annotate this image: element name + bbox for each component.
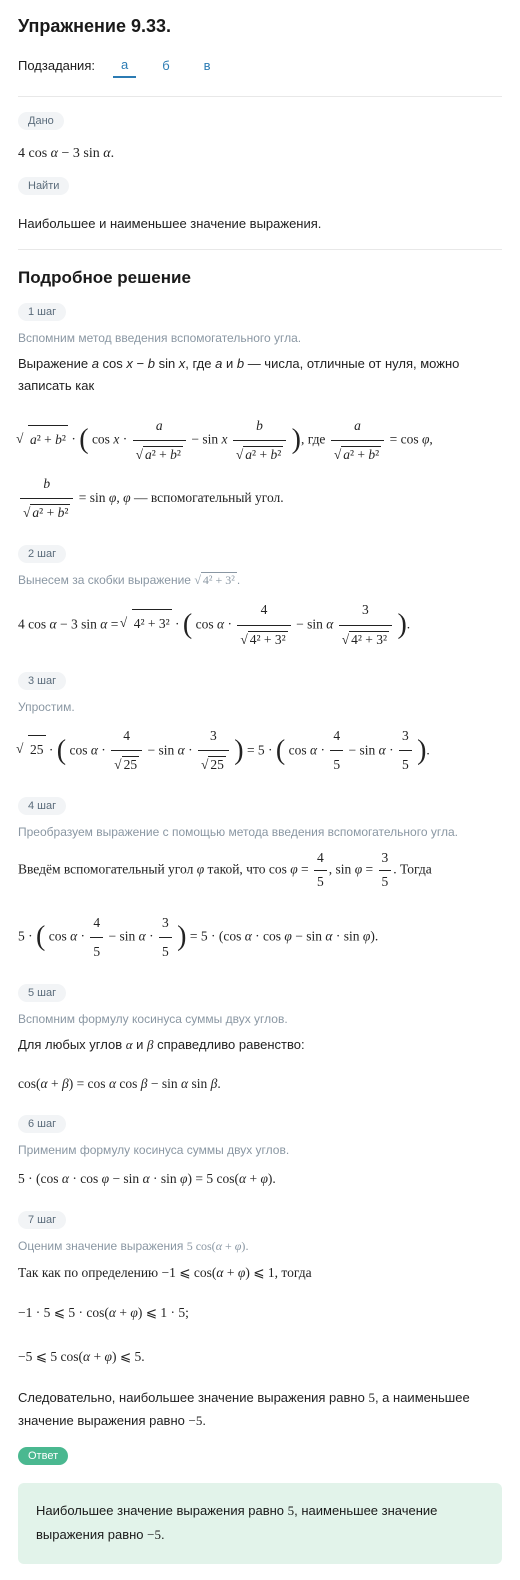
step-3-formula: 25 · ( cos α · 4√25 − sin α · 3√25 ) = 5… — [18, 722, 502, 781]
tab-v[interactable]: в — [196, 54, 219, 77]
exercise-title: Упражнение 9.33. — [18, 16, 502, 37]
find-label: Найти — [18, 177, 69, 195]
step-5-intro: Для любых углов α и β справедливо равенс… — [18, 1034, 502, 1056]
step-7-caption: Оценим значение выражения 5 cos(α + φ). — [18, 1239, 502, 1254]
step-4-intro: Введём вспомогательный угол φ такой, что… — [18, 847, 502, 894]
step-7-label: 7 шаг — [18, 1211, 66, 1229]
step-7-conclusion: Следовательно, наибольшее значение выраж… — [18, 1387, 502, 1431]
divider — [18, 249, 502, 250]
step-1-formula: a² + b² · ( cos x · a√a² + b² − sin x b√… — [18, 411, 502, 527]
step-3-caption: Упростим. — [18, 700, 502, 714]
step-4-label: 4 шаг — [18, 797, 66, 815]
solution-title: Подробное решение — [18, 268, 502, 288]
step-5-caption: Вспомним формулу косинуса суммы двух угл… — [18, 1012, 502, 1026]
step-5-formula: cos(α + β) = cos α cos β − sin α sin β. — [18, 1070, 502, 1098]
step-2-formula: 4 cos α − 3 sin α = 4² + 3² · ( cos α · … — [18, 596, 502, 655]
given-expression: 4 cos α − 3 sin α. — [18, 146, 502, 162]
tab-b[interactable]: б — [154, 54, 177, 77]
step-6-caption: Применим формулу косинуса суммы двух угл… — [18, 1143, 502, 1157]
step-4-caption: Преобразуем выражение с помощью метода в… — [18, 825, 502, 839]
step-2-label: 2 шаг — [18, 545, 66, 563]
step-6-label: 6 шаг — [18, 1115, 66, 1133]
step-7-line-2: −1 · 5 ⩽ 5 · cos(α + φ) ⩽ 1 · 5; — [18, 1299, 502, 1327]
step-1-label: 1 шаг — [18, 303, 66, 321]
step-4-formula: 5 · ( cos α · 45 − sin α · 35 ) = 5 · (c… — [18, 908, 502, 967]
step-1-intro: Выражение a cos x − b sin x, где a и b —… — [18, 353, 502, 397]
answer-label: Ответ — [18, 1447, 68, 1465]
step-2-caption: Вынесем за скобки выражение √4² + 3². — [18, 573, 502, 588]
step-6-formula: 5 · (cos α · cos φ − sin α · sin φ) = 5 … — [18, 1165, 502, 1193]
subtasks-row: Подзадания: а б в — [18, 53, 502, 78]
divider — [18, 96, 502, 97]
step-1-caption: Вспомним метод введения вспомогательного… — [18, 331, 502, 345]
subtasks-label: Подзадания: — [18, 58, 95, 73]
step-7-line-3: −5 ⩽ 5 cos(α + φ) ⩽ 5. — [18, 1343, 502, 1371]
given-label: Дано — [18, 112, 64, 130]
answer-box: Наибольшее значение выражения равно 5, н… — [18, 1483, 502, 1564]
tab-a[interactable]: а — [113, 53, 136, 78]
step-7-line-1: Так как по определению −1 ⩽ cos(α + φ) ⩽… — [18, 1262, 502, 1285]
step-5-label: 5 шаг — [18, 984, 66, 1002]
find-text: Наибольшее и наименьшее значение выражен… — [18, 213, 502, 235]
step-3-label: 3 шаг — [18, 672, 66, 690]
